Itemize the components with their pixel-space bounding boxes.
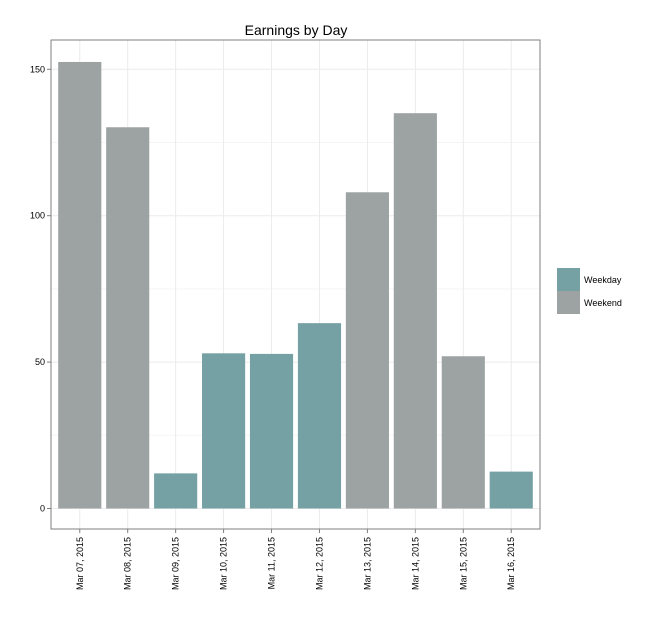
bar [106, 127, 150, 509]
bar [489, 471, 533, 509]
bar [441, 356, 485, 509]
x-tick-label: Mar 07, 2015 [75, 537, 85, 590]
bars [58, 61, 533, 509]
x-tick-label: Mar 09, 2015 [171, 537, 181, 590]
y-tick-label: 50 [35, 357, 45, 367]
legend-swatch [557, 291, 580, 314]
legend-label: Weekday [584, 275, 622, 285]
x-tick-label: Mar 16, 2015 [506, 537, 516, 590]
bar [345, 192, 389, 509]
y-tick-label: 0 [40, 504, 45, 514]
x-tick-label: Mar 13, 2015 [362, 537, 372, 590]
x-tick-label: Mar 12, 2015 [314, 537, 324, 590]
legend: Weekday Weekend [557, 268, 622, 314]
bar [154, 473, 198, 509]
x-tick-label: Mar 10, 2015 [219, 537, 229, 590]
bar [58, 61, 102, 509]
bar [297, 323, 342, 509]
y-tick-label: 150 [30, 64, 45, 74]
plot-panel-border [50, 39, 541, 530]
x-axis: Mar 07, 2015 Mar 08, 2015 Mar 09, 2015 Mar … [75, 529, 516, 590]
x-tick-label: Mar 11, 2015 [267, 537, 277, 589]
x-tick-label: Mar 14, 2015 [410, 537, 420, 590]
bar [249, 353, 294, 509]
bar [393, 113, 437, 509]
chart-title: Earnings by Day [245, 22, 348, 38]
x-tick-label: Mar 15, 2015 [458, 537, 468, 590]
x-tick-label: Mar 08, 2015 [123, 537, 133, 590]
bar [202, 353, 246, 509]
y-axis: 0 50 100 150 [30, 64, 51, 514]
legend-swatch [557, 268, 580, 291]
y-tick-label: 100 [30, 211, 45, 221]
legend-label: Weekend [584, 298, 622, 308]
